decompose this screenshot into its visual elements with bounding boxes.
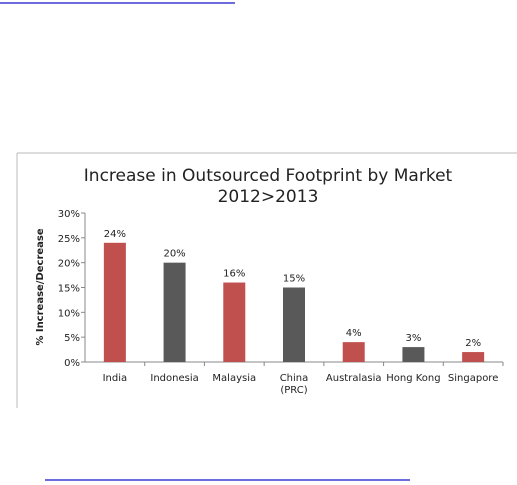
x-tick-label: China (PRC) <box>279 373 309 396</box>
data-label: 3% <box>405 333 421 344</box>
data-label: 15% <box>283 274 305 285</box>
bar <box>402 347 425 362</box>
data-label: 20% <box>163 249 185 260</box>
y-tick-label: 30% <box>58 209 80 220</box>
bar <box>342 342 365 362</box>
data-label: 24% <box>104 229 126 240</box>
bar <box>103 242 126 362</box>
data-label: 4% <box>346 328 362 339</box>
x-tick-label: India <box>102 373 128 384</box>
data-label: 16% <box>223 269 245 280</box>
data-label: 2% <box>465 338 481 349</box>
y-tick-label: 10% <box>58 308 80 319</box>
chart-title: Increase in Outsourced Footprint by Mark… <box>84 166 453 186</box>
chart-subtitle: 2012>2013 <box>218 187 319 207</box>
bar <box>462 352 485 362</box>
y-tick-label: 15% <box>58 284 80 295</box>
y-axis-label: % Increase/Decrease <box>35 228 46 346</box>
x-tick-label: Indonesia <box>150 373 199 384</box>
y-tick-label: 0% <box>64 358 80 369</box>
bar <box>223 282 246 362</box>
y-tick-label: 20% <box>58 259 80 270</box>
x-tick-label: Malaysia <box>212 373 257 384</box>
x-tick-label: Singapore <box>447 373 499 384</box>
bar <box>163 262 186 362</box>
x-tick-label: Hong Kong <box>386 373 441 384</box>
y-tick-label: 5% <box>64 333 80 344</box>
y-tick-label: 25% <box>58 234 80 245</box>
x-tick-label: Australasia <box>325 373 382 384</box>
bar <box>283 287 305 362</box>
